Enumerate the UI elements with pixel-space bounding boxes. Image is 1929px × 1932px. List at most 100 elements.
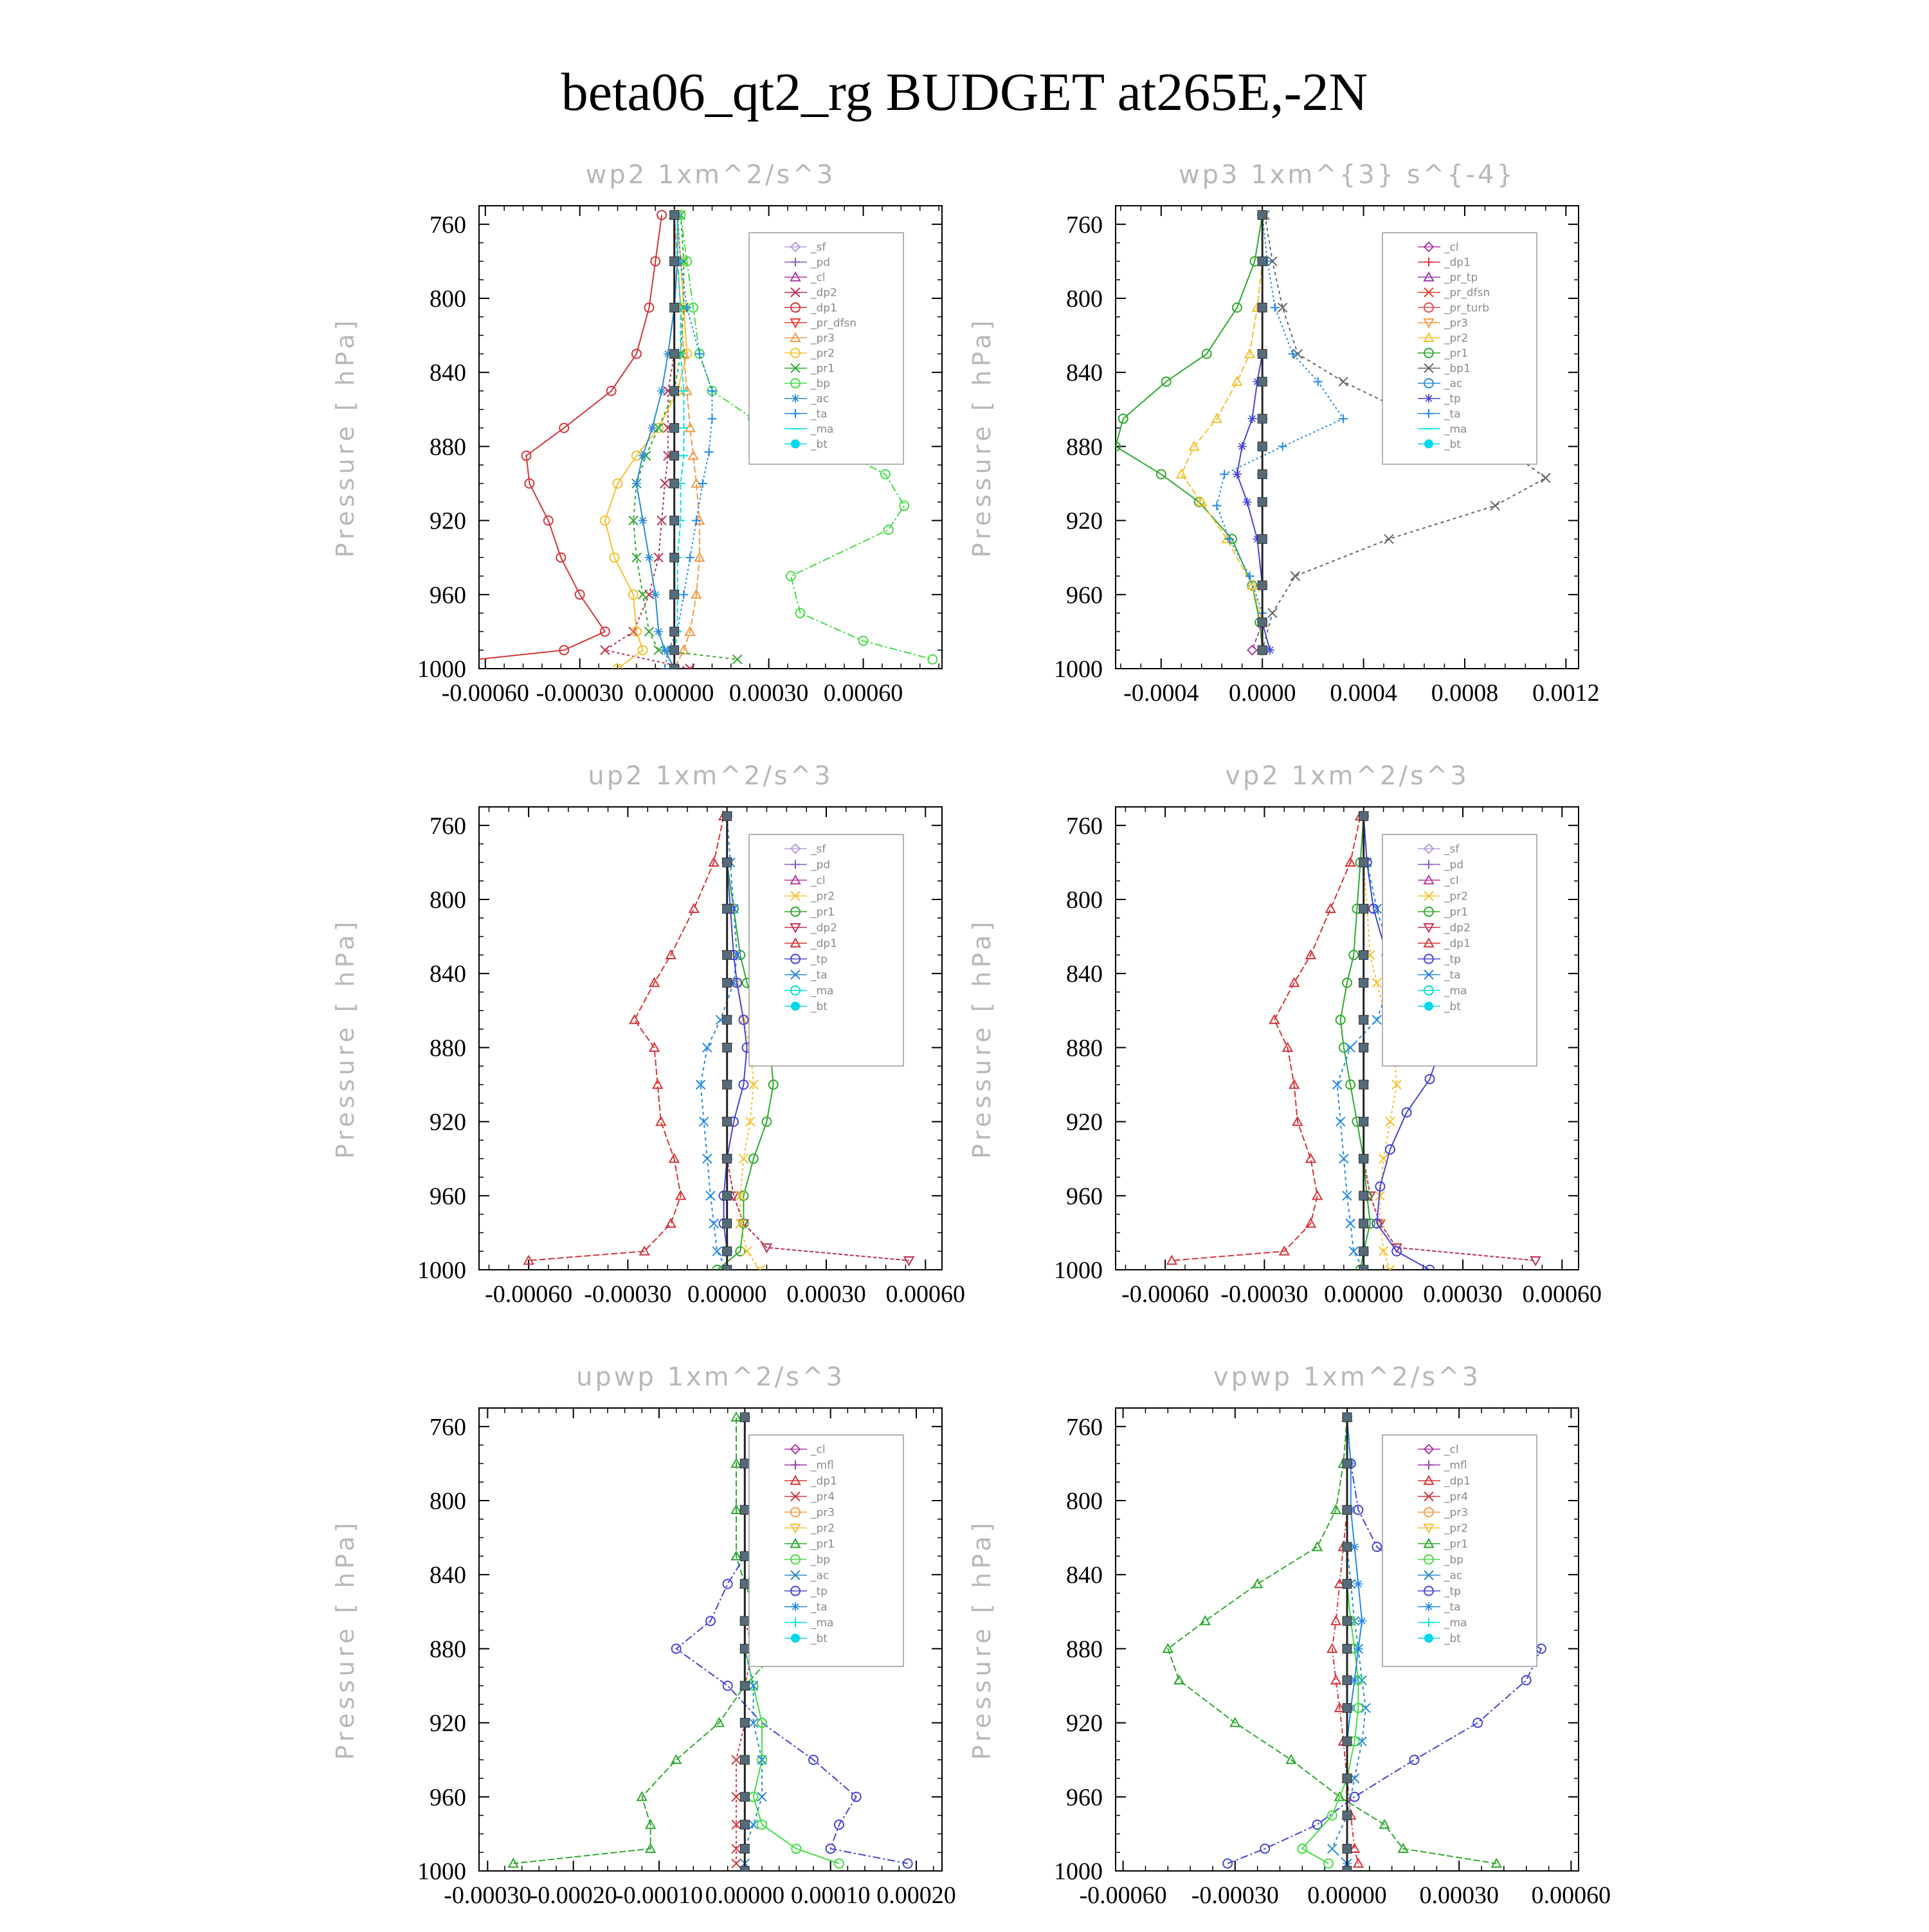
data-point: [669, 210, 680, 220]
panel-wp2: wp2 1xm^2/s^3 Pressure [ hPa] 760 800 840 880…: [331, 160, 943, 707]
data-point: [1231, 375, 1243, 386]
data-point: [556, 552, 566, 563]
x-tick-label: 0.00030: [729, 680, 809, 707]
series-line-pr1: [1167, 1417, 1497, 1864]
legend-entry-pr4: _pr4: [784, 1491, 835, 1504]
data-point: [880, 469, 891, 480]
data-point: [1211, 413, 1223, 423]
legend-marker: [790, 348, 801, 358]
data-point: [695, 1079, 706, 1090]
data-point: [1354, 1579, 1363, 1589]
data-point: [638, 1245, 650, 1256]
legend-label: _ma: [810, 1617, 833, 1630]
data-point: [883, 525, 894, 535]
legend-entry-cl: _cl: [784, 1443, 826, 1456]
data-point: [748, 1681, 759, 1691]
data-point: [1359, 950, 1369, 960]
series-bt: [669, 210, 680, 669]
data-point: [684, 626, 696, 636]
x-tick-label: -0.00030: [584, 1281, 671, 1308]
legend-entry-ma: _ma: [1418, 985, 1467, 998]
data-point: [691, 516, 701, 525]
series-pr1: [628, 210, 743, 665]
x-tick-label: 0.00000: [1324, 1281, 1404, 1308]
legend-entry-dp1: _dp1: [1418, 257, 1471, 269]
data-point: [636, 1791, 648, 1801]
legend-label: _ta: [810, 408, 828, 420]
legend-label: _ma: [810, 985, 833, 998]
legend-label: _cl: [810, 271, 826, 284]
series-line-ta: [664, 215, 713, 669]
x-tick-label: 0.00060: [824, 680, 903, 707]
x-tick-label: -0.00020: [530, 1882, 617, 1909]
legend-entry-pr-tp: _pr_tp: [1418, 271, 1478, 284]
y-tick-label: 800: [1066, 285, 1103, 312]
legend-entry-dp1: _dp1: [1418, 1474, 1471, 1488]
data-point: [1521, 1675, 1532, 1686]
data-point: [644, 302, 655, 313]
data-point: [702, 1153, 712, 1164]
legend-marker: [791, 409, 800, 419]
legend-marker: [1423, 937, 1435, 948]
legend-label: _tp: [810, 1585, 828, 1598]
data-point: [1311, 1540, 1323, 1551]
data-point: [650, 256, 661, 267]
legend: _cl _mfl _dp1 _pr4 _pr3 _pr2 _pr1 _bp _ac _tp _ta _…: [1382, 1434, 1537, 1667]
data-point: [612, 478, 623, 489]
data-point: [1270, 303, 1280, 312]
data-point: [1336, 1116, 1346, 1127]
legend-marker: [790, 363, 801, 374]
y-tick-label: 800: [430, 285, 466, 312]
data-point: [1391, 1246, 1402, 1257]
data-point: [1409, 1755, 1420, 1765]
legend-label: _tp: [810, 953, 828, 966]
plot-frame: [1115, 205, 1579, 669]
legend-label: _cl: [1444, 1443, 1459, 1456]
legend-marker: [1424, 1002, 1433, 1011]
data-point: [1116, 441, 1121, 452]
legend-label: _pr1: [1444, 1538, 1468, 1551]
data-point: [739, 1643, 750, 1654]
legend-marker: [790, 241, 801, 253]
legend-marker: [1424, 302, 1434, 313]
data-point: [1305, 1153, 1317, 1163]
data-point: [739, 1819, 750, 1830]
legend-box: [1382, 1434, 1537, 1667]
legend-marker: [1424, 1507, 1434, 1517]
data-point: [1229, 1717, 1241, 1728]
legend-label: _pr_dfsn: [810, 317, 856, 330]
data-point: [606, 386, 617, 396]
data-point: [687, 449, 699, 460]
data-point: [694, 349, 704, 359]
legend-marker: [790, 1585, 801, 1596]
y-tick-label: 1000: [1054, 656, 1103, 683]
legend-label: _ac: [810, 1569, 829, 1582]
legend-entry-pd: _pd: [1418, 859, 1463, 872]
legend-entry-pr2: _pr2: [1418, 1522, 1468, 1535]
legend-entry-cl: _cl: [784, 874, 826, 887]
data-point: [655, 1115, 667, 1126]
data-point: [1188, 440, 1200, 451]
legend-label: _pd: [810, 859, 830, 872]
data-point: [654, 627, 664, 636]
data-point: [637, 590, 648, 600]
data-point: [1335, 1015, 1346, 1025]
x-tick-label: 0.00060: [1532, 1882, 1611, 1909]
legend-marker: [790, 302, 801, 313]
legend-marker: [1424, 393, 1433, 403]
legend-label: _ac: [1444, 1569, 1462, 1582]
data-point: [1325, 903, 1336, 913]
legend-marker: [790, 937, 801, 948]
data-point: [665, 949, 676, 959]
legend-entry-ma: _ma: [1418, 423, 1467, 436]
data-point: [1257, 441, 1267, 451]
legend-label: _pr3: [1444, 1506, 1468, 1519]
data-point: [1359, 811, 1369, 821]
legend-label: _ta: [810, 1601, 828, 1614]
y-tick-label: 880: [430, 1034, 466, 1061]
legend-marker: [791, 257, 800, 267]
legend-entry-pr-dfsn: _pr_dfsn: [1418, 287, 1490, 300]
legend-entry-pr1: _pr1: [784, 906, 835, 919]
data-point: [1297, 1843, 1308, 1854]
y-tick-label: 960: [430, 1183, 466, 1210]
